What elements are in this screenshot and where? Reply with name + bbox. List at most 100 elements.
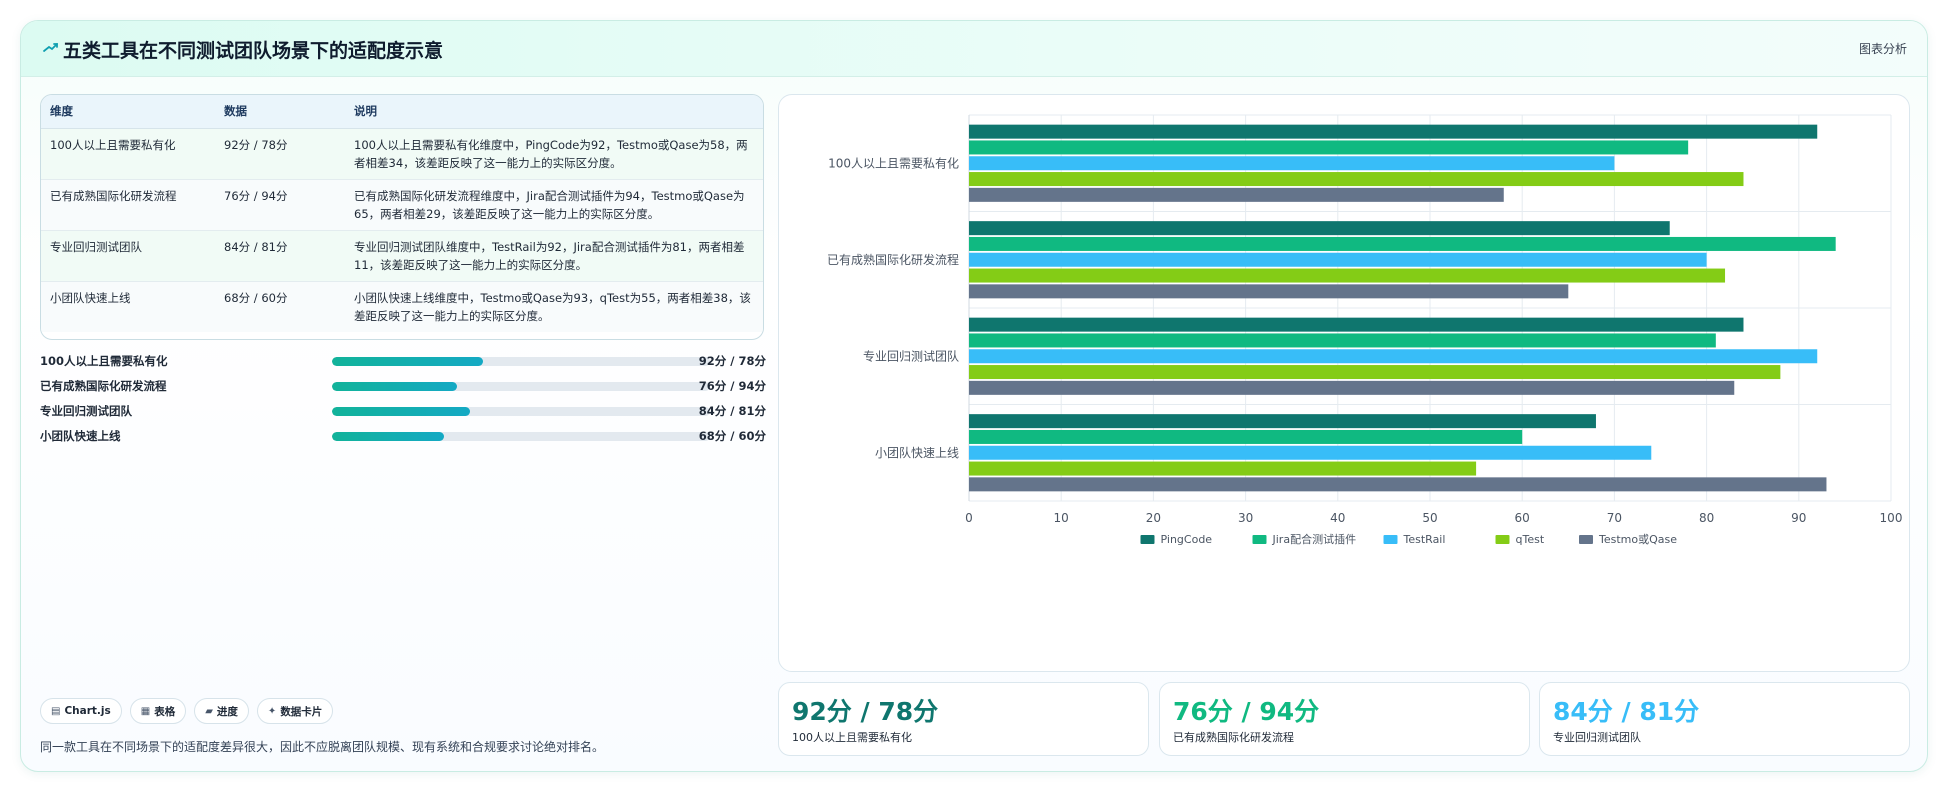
chip-label: 数据卡片	[280, 705, 323, 718]
cell-dimension: 已有成熟国际化研发流程	[41, 179, 215, 231]
bar	[969, 349, 1818, 364]
bar	[969, 461, 1477, 476]
y-category-label: 已有成熟国际化研发流程	[827, 252, 959, 267]
cell-data: 92分 / 78分	[215, 128, 345, 180]
cell-data: 68分 / 60分	[215, 281, 345, 332]
y-category-label: 小团队快速上线	[875, 445, 959, 460]
progress-value: 76分 / 94分	[698, 379, 766, 393]
progress-row: 已有成熟国际化研发流程 76分 / 94分	[40, 377, 766, 395]
bar	[969, 268, 1726, 283]
chart-analysis-link[interactable]: 图表分析	[1858, 42, 1907, 56]
progress-fill	[332, 432, 444, 441]
progress-label: 已有成熟国际化研发流程	[40, 379, 167, 393]
progress-track	[332, 357, 710, 366]
bar	[969, 172, 1744, 187]
cell-description: 小团队快速上线维度中，Testmo或Qase为93，qTest为55，两者相差3…	[345, 281, 763, 332]
legend-swatch	[1140, 535, 1155, 544]
bar	[969, 236, 1836, 251]
bar	[969, 333, 1716, 348]
cell-data: 84分 / 81分	[215, 230, 345, 282]
x-tick-label: 40	[1330, 511, 1345, 525]
bar	[969, 221, 1670, 236]
x-tick-label: 50	[1422, 511, 1437, 525]
data-table: 维度 数据 说明 100人以上且需要私有化 92分 / 78分 100人以上且需…	[40, 94, 764, 340]
x-tick-label: 60	[1515, 511, 1530, 525]
bar	[969, 284, 1569, 299]
stat-value: 92分 / 78分	[792, 697, 939, 726]
sparkle-icon: ✦	[267, 705, 277, 717]
bar	[969, 365, 1781, 380]
progress-track	[332, 407, 710, 416]
bar	[969, 156, 1615, 171]
progress-track	[332, 382, 710, 391]
stat-label: 已有成熟国际化研发流程	[1173, 731, 1294, 744]
bar	[969, 380, 1735, 395]
bar	[969, 414, 1596, 429]
stat-card: 76分 / 94分 已有成熟国际化研发流程	[1159, 682, 1530, 756]
stat-value: 76分 / 94分	[1173, 697, 1320, 726]
progress-value: 68分 / 60分	[698, 429, 766, 443]
x-tick-label: 100	[1880, 511, 1903, 525]
progress-row: 专业回归测试团队 84分 / 81分	[40, 402, 766, 420]
chart-card: 五类工具在不同测试团队场景下的适配度示意 图表分析 维度 数据 说明 100人以…	[20, 20, 1928, 772]
legend-label: TestRail	[1403, 533, 1446, 546]
footnote: 同一款工具在不同场景下的适配度差异很大，因此不应脱离团队规模、现有系统和合规要求…	[40, 740, 605, 754]
cell-description: 已有成熟国际化研发流程维度中，Jira配合测试插件为94，Testmo或Qase…	[345, 179, 763, 231]
bar	[969, 140, 1689, 155]
x-tick-label: 10	[1054, 511, 1069, 525]
x-tick-label: 30	[1238, 511, 1253, 525]
column-header-description: 说明	[345, 95, 763, 129]
chip-data-cards[interactable]: ✦ 数据卡片	[256, 698, 334, 724]
bar	[969, 252, 1707, 267]
legend-swatch	[1383, 535, 1398, 544]
cell-description: 专业回归测试团队维度中，TestRail为92，Jira配合测试插件为81，两者…	[345, 230, 763, 282]
feature-chips: ▤ Chart.js ▦ 表格 ▰ 进度 ✦ 数据卡片	[40, 698, 334, 724]
progress-track	[332, 432, 710, 441]
cell-dimension: 100人以上且需要私有化	[41, 128, 215, 180]
chip-table[interactable]: ▦ 表格	[129, 698, 187, 724]
table-icon: ▦	[140, 705, 151, 717]
table-row: 已有成熟国际化研发流程 76分 / 94分 已有成熟国际化研发流程维度中，Jir…	[41, 179, 763, 231]
chip-progress[interactable]: ▰ 进度	[194, 698, 249, 724]
column-header-data: 数据	[215, 95, 345, 129]
x-tick-label: 80	[1699, 511, 1714, 525]
trend-icon	[43, 43, 58, 52]
stat-label: 100人以上且需要私有化	[792, 731, 912, 744]
legend-label: Testmo或Qase	[1598, 533, 1677, 546]
cell-data: 76分 / 94分	[215, 179, 345, 231]
legend-label: Jira配合测试插件	[1272, 532, 1357, 546]
bar	[969, 317, 1744, 332]
progress-label: 100人以上且需要私有化	[40, 354, 168, 368]
x-tick-label: 90	[1791, 511, 1806, 525]
stat-card: 84分 / 81分 专业回归测试团队	[1539, 682, 1910, 756]
stat-card: 92分 / 78分 100人以上且需要私有化	[778, 682, 1149, 756]
chart-panel: 0 10 20 30 40 50 60 70 80 90 100 100人以上且需要私有化 已有成熟国际…	[778, 94, 1910, 672]
chart-icon: ▤	[51, 705, 61, 717]
chip-label: 表格	[154, 705, 176, 718]
legend-label: qTest	[1516, 533, 1545, 546]
progress-value: 84分 / 81分	[698, 404, 766, 418]
progress-value: 92分 / 78分	[698, 354, 766, 368]
y-category-label: 专业回归测试团队	[863, 348, 959, 363]
stat-value: 84分 / 81分	[1553, 697, 1700, 726]
cell-dimension: 专业回归测试团队	[41, 230, 215, 282]
table-row: 小团队快速上线 68分 / 60分 小团队快速上线维度中，Testmo或Qase…	[41, 281, 763, 332]
progress-label: 专业回归测试团队	[40, 404, 132, 418]
bar	[969, 187, 1504, 202]
chip-chartjs[interactable]: ▤ Chart.js	[40, 698, 122, 724]
x-tick-label: 0	[965, 511, 973, 525]
legend-swatch	[1252, 535, 1267, 544]
bar	[969, 445, 1652, 460]
progress-icon: ▰	[205, 705, 213, 717]
card-header: 五类工具在不同测试团队场景下的适配度示意 图表分析	[21, 21, 1927, 77]
progress-row: 小团队快速上线 68分 / 60分	[40, 427, 766, 445]
legend-swatch	[1579, 535, 1593, 544]
bar	[969, 477, 1827, 492]
progress-fill	[332, 407, 470, 416]
table-row: 100人以上且需要私有化 92分 / 78分 100人以上且需要私有化维度中，P…	[41, 128, 763, 180]
legend-label: PingCode	[1161, 533, 1213, 546]
stat-label: 专业回归测试团队	[1553, 731, 1641, 744]
column-header-dimension: 维度	[41, 95, 215, 129]
legend-swatch	[1495, 535, 1510, 544]
chip-label: 进度	[216, 705, 238, 718]
